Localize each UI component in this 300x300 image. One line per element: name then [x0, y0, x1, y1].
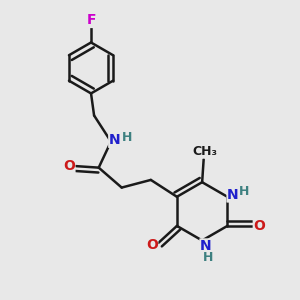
Text: F: F — [86, 14, 96, 27]
Text: O: O — [253, 219, 265, 233]
Text: H: H — [202, 251, 213, 264]
Text: CH₃: CH₃ — [192, 145, 217, 158]
Text: H: H — [122, 131, 132, 144]
Text: O: O — [63, 159, 75, 173]
Text: N: N — [200, 239, 212, 253]
Text: H: H — [239, 185, 249, 198]
Text: O: O — [146, 238, 158, 252]
Text: N: N — [109, 133, 121, 147]
Text: N: N — [227, 188, 239, 202]
